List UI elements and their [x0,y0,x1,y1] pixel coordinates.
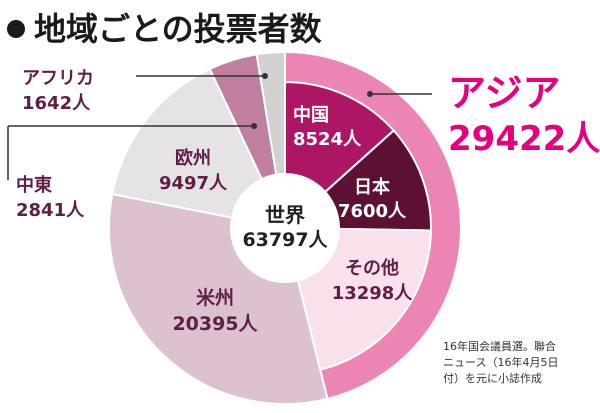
leader-dot-アジア [367,91,373,97]
label-value-日本: 7600人 [338,201,407,222]
leader-dot-アフリカ [262,73,268,79]
title-bullet [7,20,25,38]
center-label: 世界 [265,203,305,227]
label-name-その他: その他 [345,257,399,279]
label-name-米州: 米州 [196,286,234,309]
source-note-line: ニュース（16年4月5日 [443,355,558,369]
source-note-line: 16年国会議員選。聯合 [443,339,556,353]
label-name-中国: 中国 [293,104,329,126]
label-name-日本: 日本 [354,176,390,198]
label-name-アフリカ: アフリカ [22,68,94,89]
label-value-中東: 2841人 [16,200,85,221]
label-name-欧州: 欧州 [175,147,211,169]
label-value-中国: 8524人 [293,129,362,150]
source-note-line: 付）を元に小誌作成 [443,371,542,385]
leader-lines [7,73,432,180]
slice-欧州 [111,67,287,230]
center-hole [230,173,340,283]
label-value-欧州: 9497人 [159,173,228,194]
label-value-アジア: 29422人 [448,119,600,159]
chart-title: 地域ごとの投票者数 [34,10,323,48]
label-name-中東: 中東 [16,174,52,196]
label-value-アフリカ: 1642人 [22,93,91,114]
label-name-アジア: アジア [448,71,560,115]
label-value-その他: 13298人 [332,283,414,304]
center-value: 63797人 [242,229,328,251]
label-value-米州: 20395人 [172,313,258,335]
leader-dot-中東 [251,123,257,129]
